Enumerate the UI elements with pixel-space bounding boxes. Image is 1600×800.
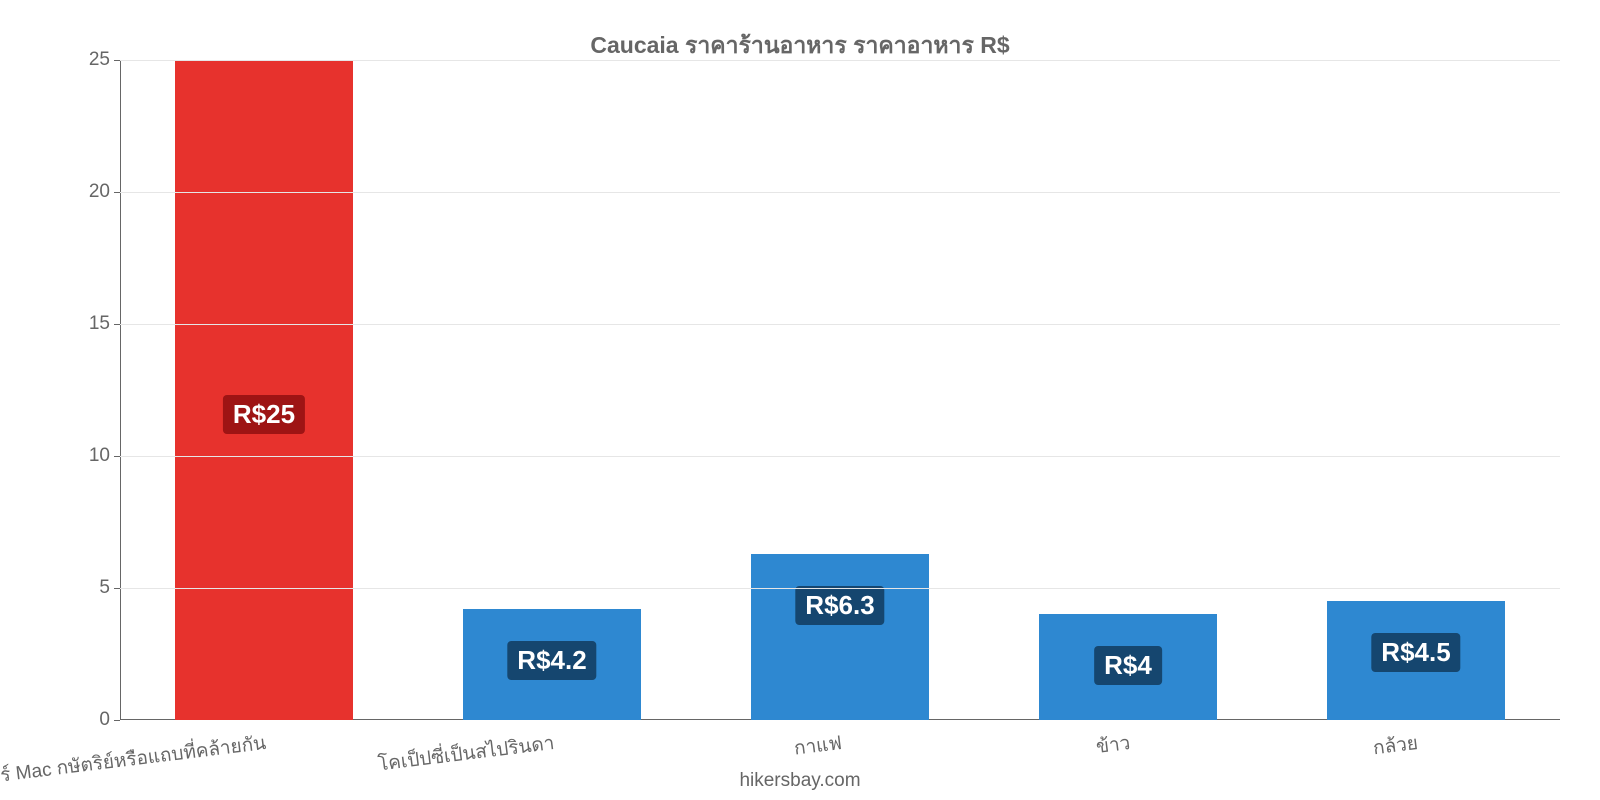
bar-value-label: R$4.2 bbox=[507, 641, 596, 680]
bar-slot: R$4 bbox=[984, 60, 1272, 720]
y-tick-mark bbox=[114, 720, 120, 721]
bar-value-label: R$4.5 bbox=[1371, 633, 1460, 672]
bar: R$4.5 bbox=[1327, 601, 1506, 720]
x-tick-label: กาแฟ bbox=[792, 728, 843, 764]
grid-line bbox=[120, 588, 1560, 589]
bar: R$4 bbox=[1039, 614, 1218, 720]
x-tick-label: ข้าว bbox=[1094, 728, 1132, 762]
bar: R$4.2 bbox=[463, 609, 642, 720]
bar: R$25 bbox=[175, 60, 354, 720]
plot-area: R$25R$4.2R$6.3R$4R$4.5 0510152025เบอร์เก… bbox=[120, 60, 1560, 720]
grid-line bbox=[120, 60, 1560, 61]
grid-line bbox=[120, 324, 1560, 325]
y-tick-mark bbox=[114, 456, 120, 457]
bar-value-label: R$25 bbox=[223, 395, 305, 434]
y-tick-mark bbox=[114, 192, 120, 193]
bar-slot: R$6.3 bbox=[696, 60, 984, 720]
bar-value-label: R$6.3 bbox=[795, 586, 884, 625]
bar-slot: R$4.2 bbox=[408, 60, 696, 720]
bars-group: R$25 R$4.2 R$6.3 R$4 R$4.5 bbox=[120, 60, 1560, 720]
y-tick-mark bbox=[114, 588, 120, 589]
x-tick-label: กล้วย bbox=[1371, 728, 1419, 763]
chart-title: Caucaia ราคาร้านอาหาร ราคาอาหาร R$ bbox=[0, 28, 1600, 64]
y-tick-mark bbox=[114, 60, 120, 61]
bar-slot: R$25 bbox=[120, 60, 408, 720]
grid-line bbox=[120, 192, 1560, 193]
bar-value-label: R$4 bbox=[1094, 646, 1162, 685]
y-tick-mark bbox=[114, 324, 120, 325]
bar: R$6.3 bbox=[751, 554, 930, 720]
chart-container: Caucaia ราคาร้านอาหาร ราคาอาหาร R$ R$25R… bbox=[0, 0, 1600, 800]
bar-slot: R$4.5 bbox=[1272, 60, 1560, 720]
attribution-text: hikersbay.com bbox=[0, 770, 1600, 792]
grid-line bbox=[120, 456, 1560, 457]
